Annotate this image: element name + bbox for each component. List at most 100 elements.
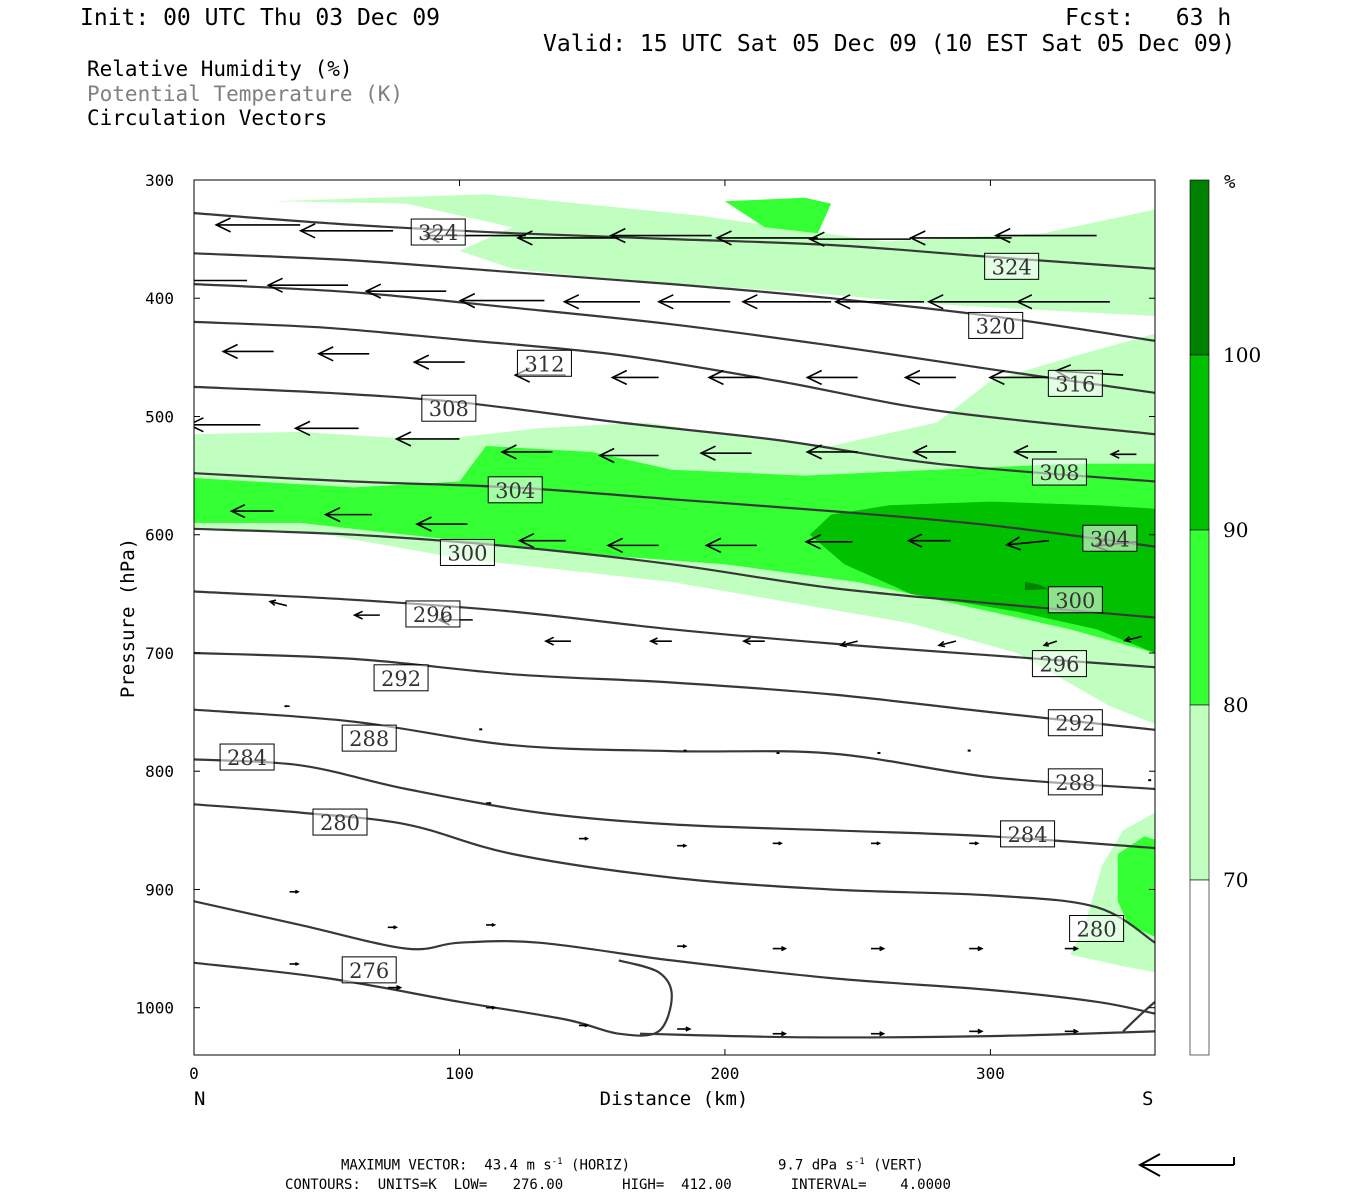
circulation-vector [677,1026,692,1032]
circulation-vector [741,637,765,646]
contour-label-box [373,664,429,692]
circulation-vector [1109,449,1137,459]
theta-contour-276 [194,900,1155,1015]
circulation-vector [839,640,858,648]
circulation-vector [352,610,380,620]
circulation-vector [772,841,783,846]
rh-fill-80-90 [724,197,832,234]
circulation-vector [870,1031,886,1037]
circulation-vector [500,444,553,460]
contour-label-312: 312 [516,349,572,377]
contour-label-box [968,311,1024,339]
circulation-vector [268,599,288,607]
circulation-vector [937,640,957,648]
horiz-exponent: -1 [551,1157,563,1167]
theta-contour-300 [194,527,1155,619]
max-vector-horiz: 43.4 m s [484,1157,552,1174]
circulation-vector [609,227,712,244]
theta-contour-308 [194,385,1155,483]
vert-exponent: -1 [853,1157,865,1167]
colorbar-swatch [1189,354,1210,531]
colorbar-level-label: 80 [1223,693,1248,717]
plot-frame [193,179,1156,1056]
contour-label-box [1069,914,1125,942]
colorbar-swatch [1189,879,1210,1056]
circulation-vector [412,354,465,370]
circulation-vector [906,533,951,548]
theta-contour-264 [1122,1000,1155,1033]
contour-label-box [410,218,466,246]
max-vector-vert-line: 9.7 dPa s-1 (VERT) [778,1158,924,1173]
contour-label-text: 308 [1039,461,1079,485]
circulation-vector [486,801,492,805]
contour-label-box [439,538,495,566]
y-tick-label: 500 [145,407,174,426]
theta-contour-296 [194,590,1155,669]
contour-label-box [1047,369,1103,397]
circulation-vector [289,961,300,966]
contour-label-box [984,252,1040,280]
x-end-label-south: S [1142,1088,1153,1110]
circulation-vector [293,420,359,437]
y-tick-label: 900 [145,880,174,899]
circulation-vector [316,346,370,362]
circulation-vector [656,294,731,310]
circulation-vector [597,447,659,464]
theta-contour-288 [194,708,1155,791]
field-title-rh: Relative Humidity (%) [87,57,353,81]
forecast-hour: Fcst: 63 h [1065,5,1232,31]
y-axis-label: Pressure (hPa) [117,538,139,698]
contour-label-276: 276 [341,956,397,984]
colorbar-level-label: 90 [1223,518,1248,542]
colorbar-unit: % [1224,171,1236,193]
circulation-vector [1064,1028,1080,1035]
y-tick-label: 1000 [135,999,174,1018]
circulation-vector [677,944,688,949]
circulation-vector [903,369,956,386]
contour-label-text: 304 [1090,527,1130,551]
contour-label-layer: 324 324 320 316 312 308 308 304 304 300 300 296 296 2… [219,218,1138,984]
x-end-label-north: N [194,1088,205,1110]
circulation-vector [1012,444,1057,460]
contour-label-text: 288 [349,727,389,751]
circulation-vector [364,283,447,299]
contour-label-304: 304 [1082,524,1138,552]
circulation-vector [912,444,956,460]
circulation-vector [1004,536,1049,551]
circulation-vector [1064,945,1080,952]
colorbar-swatch [1189,179,1210,356]
circulation-vector [805,444,858,460]
contour-label-292: 292 [1047,709,1103,737]
colorbar-level-label: 100 [1223,343,1261,367]
circulation-vector [387,984,403,991]
x-axis-label: Distance (km) [600,1088,749,1110]
contour-label-316: 316 [1047,369,1103,397]
colorbar: 100 90 80 70 [1189,179,1261,1056]
contour-label-text: 276 [349,959,389,983]
contour-label-text: 312 [524,352,564,376]
x-tick-label: 100 [445,1064,474,1083]
contour-label-box [421,394,477,422]
circulation-vector [772,1031,788,1037]
circulation-vector [805,369,858,386]
circulation-vector [394,431,460,447]
contour-label-box [1047,768,1103,796]
contour-label-text: 296 [413,603,453,627]
contour-label-text: 296 [1039,653,1079,677]
contour-info: CONTOURS: UNITS=K LOW= 276.00 HIGH= 412.… [285,1177,951,1193]
contour-label-box [1047,586,1103,614]
axis-layer: 300 400 500 600 700 800 900 1000 0 100 200 300 [135,171,1155,1083]
field-title-vectors: Circulation Vectors [87,106,328,130]
circulation-vector [741,294,832,310]
x-tick-label: 0 [189,1064,199,1083]
contour-label-320: 320 [968,311,1024,339]
contour-label-box [341,956,397,984]
circulation-vector [562,294,640,310]
contour-label-text: 284 [1008,823,1048,847]
contour-label-box [312,808,368,836]
circulation-vector [707,369,760,386]
circulation-vector [516,230,619,246]
contour-label-box [1082,524,1138,552]
contour-label-box [1047,709,1103,737]
circulation-vector [1123,635,1142,643]
